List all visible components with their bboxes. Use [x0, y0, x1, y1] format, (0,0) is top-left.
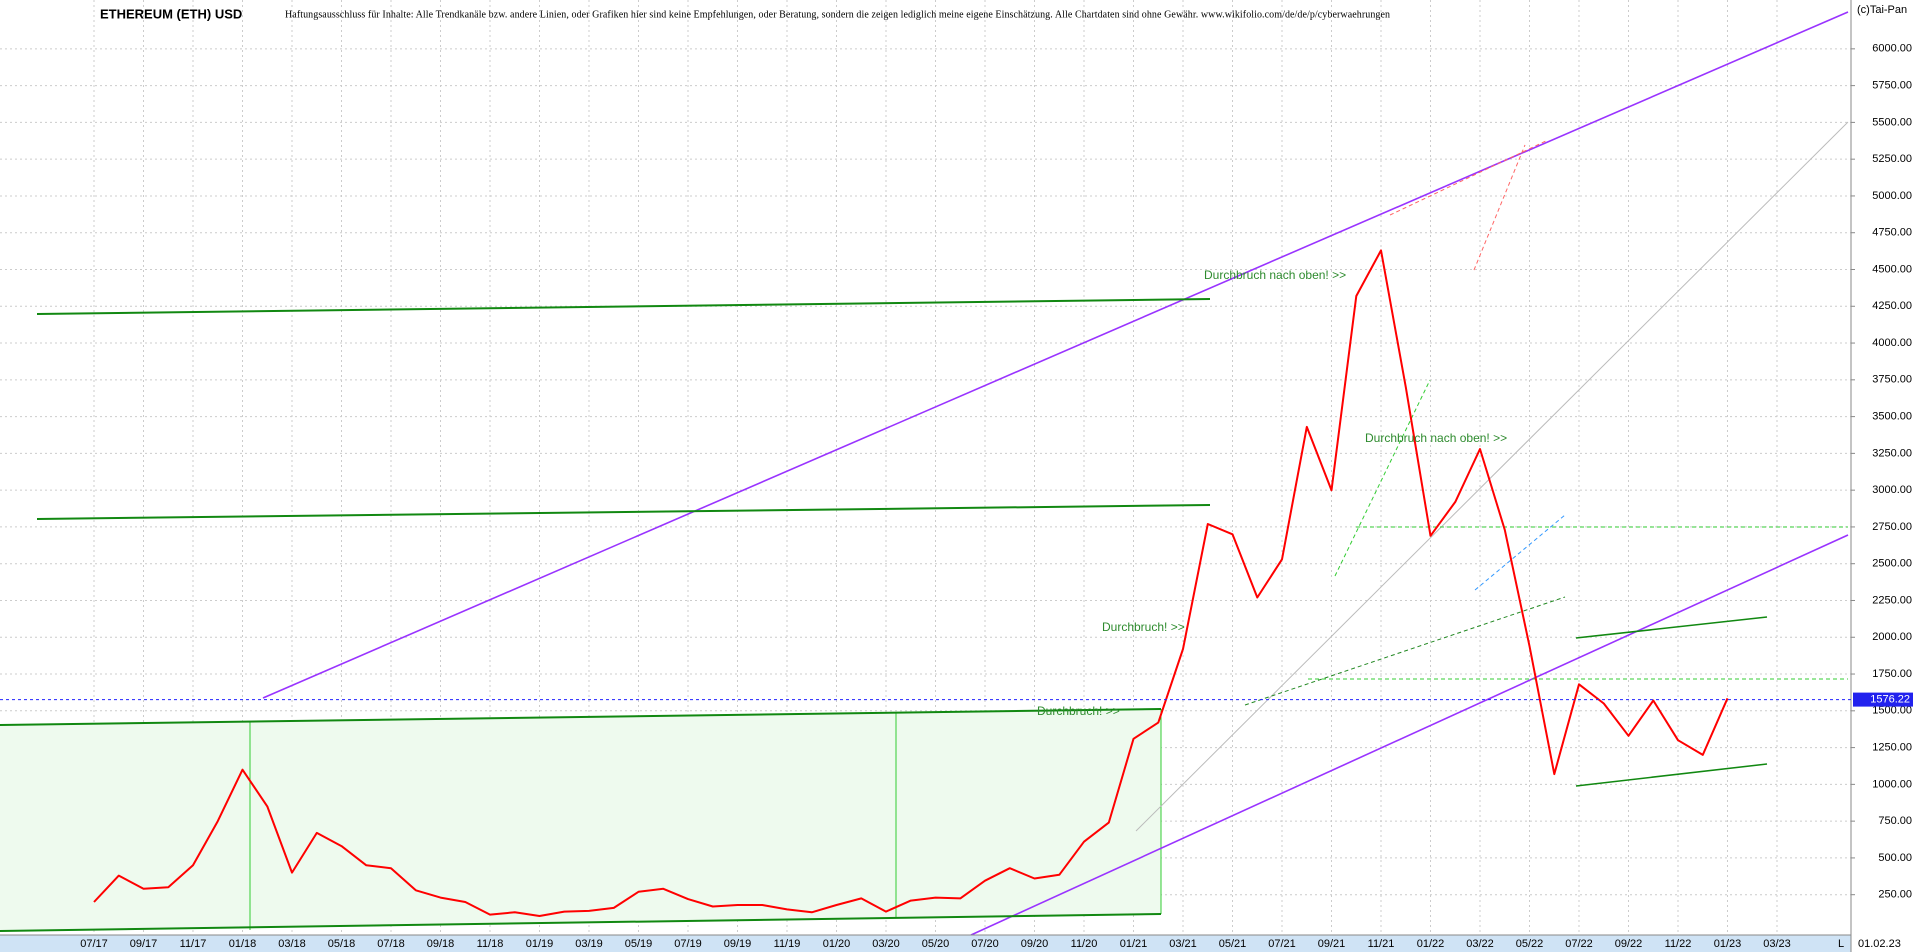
x-tick-label: 09/18: [427, 938, 455, 950]
x-tick-label: 09/22: [1615, 938, 1643, 950]
x-tick-label: 05/20: [922, 938, 950, 950]
y-tick-label: 3500.00: [1872, 411, 1912, 423]
x-tick-label: 09/17: [130, 938, 158, 950]
x-tick-label: 11/21: [1368, 938, 1395, 950]
x-tick-label: 01/23: [1714, 938, 1742, 950]
y-tick-label: 750.00: [1878, 815, 1912, 827]
source: (c)Tai-Pan: [1857, 4, 1907, 16]
y-tick-label: 1500.00: [1872, 705, 1912, 717]
x-tick-label: 03/23: [1763, 938, 1791, 950]
trendline: [1389, 139, 1549, 216]
price-line: [93, 249, 1729, 917]
trendline: [1575, 763, 1768, 787]
last-price-box: [1853, 692, 1913, 707]
x-tick-label: 05/21: [1219, 938, 1247, 950]
plot: [93, 249, 1729, 917]
y-tick-label: 1250.00: [1872, 741, 1912, 753]
y-tick-label: 2750.00: [1872, 521, 1912, 533]
y-tick-label: 4750.00: [1872, 227, 1912, 239]
x-tick-label: 03/21: [1169, 938, 1197, 950]
y-tick-label: 3250.00: [1872, 447, 1912, 459]
annotation: Durchbruch nach oben! >>: [1204, 268, 1346, 282]
x-tick-label: 07/17: [80, 938, 108, 950]
trendline: [36, 504, 1211, 520]
trendline: [1334, 379, 1431, 577]
x-tick-label: 05/19: [625, 938, 653, 950]
x-tick-label: 11/22: [1665, 938, 1692, 950]
annotation: Durchbruch! >>: [1037, 704, 1120, 718]
y-tick-label: 3750.00: [1872, 374, 1912, 386]
trendline: [1135, 121, 1849, 832]
y-tick-label: 2500.00: [1872, 558, 1912, 570]
y-tick-label: 3000.00: [1872, 484, 1912, 496]
y-tick-label: 500.00: [1878, 852, 1912, 864]
x-tick-label: 09/21: [1318, 938, 1346, 950]
trendline: [1473, 144, 1526, 271]
x-tick-label: 05/22: [1516, 938, 1544, 950]
x-tick-label: 11/20: [1071, 938, 1098, 950]
y-tick-label: 4500.00: [1872, 263, 1912, 275]
x-tick-label: 01/18: [229, 938, 257, 950]
y-tick-label: 250.00: [1878, 889, 1912, 901]
trendline: [0, 708, 1162, 726]
x-tick-label: 05/18: [328, 938, 356, 950]
scale-mode: L: [1838, 938, 1844, 950]
grid: [0, 0, 1851, 935]
y-tick-label: 5250.00: [1872, 153, 1912, 165]
x-tick-label: 01/22: [1417, 938, 1445, 950]
x-tick-label: 03/20: [872, 938, 900, 950]
x-tick-label: 09/19: [724, 938, 752, 950]
zone: [0, 709, 1161, 931]
y-tick-label: 2250.00: [1872, 594, 1912, 606]
chart-title: ETHEREUM (ETH) USD: [100, 6, 242, 21]
y-tick-label: 2000.00: [1872, 631, 1912, 643]
y-tick-label: 5500.00: [1872, 116, 1912, 128]
y-tick-label: 1750.00: [1872, 668, 1912, 680]
y-tick-label: 5000.00: [1872, 190, 1912, 202]
x-tick-label: 03/18: [278, 938, 306, 950]
last-price-label: 1576.22: [1870, 694, 1910, 706]
annotation: Durchbruch nach oben! >>: [1365, 431, 1507, 445]
x-tick-label: 07/18: [377, 938, 405, 950]
x-tick-label: 07/22: [1565, 938, 1593, 950]
trendline: [970, 534, 1849, 936]
trendline: [1474, 514, 1566, 591]
y-tick-label: 4000.00: [1872, 337, 1912, 349]
x-tick-label: 11/18: [477, 938, 504, 950]
date-label: 01.02.23: [1858, 938, 1901, 950]
x-tick-label: 09/20: [1021, 938, 1049, 950]
x-tick-label: 07/19: [674, 938, 702, 950]
x-tick-label: 01/19: [526, 938, 554, 950]
trendline: [0, 913, 1162, 932]
x-tick-label: 01/21: [1120, 938, 1148, 950]
x-tick-label: 03/22: [1466, 938, 1494, 950]
y-tick-label: 1000.00: [1872, 778, 1912, 790]
x-tick-label: 11/17: [180, 938, 207, 950]
x-tick-label: 07/20: [971, 938, 999, 950]
x-axis-strip: [0, 935, 1851, 952]
trendline: [262, 11, 1849, 699]
x-tick-label: 07/21: [1268, 938, 1296, 950]
x-tick-label: 03/19: [575, 938, 603, 950]
trendlines: [0, 11, 1849, 936]
x-tick-label: 01/20: [823, 938, 851, 950]
annotation: Durchbruch! >>: [1102, 620, 1185, 634]
trendline: [36, 298, 1211, 315]
trendline: [1575, 616, 1768, 639]
trendline: [1244, 596, 1566, 706]
x-tick-label: 11/19: [774, 938, 801, 950]
y-tick-label: 6000.00: [1872, 43, 1912, 55]
y-tick-label: 4250.00: [1872, 300, 1912, 312]
y-tick-label: 5750.00: [1872, 80, 1912, 92]
subtitle: Haftungsausschluss für Inhalte: Alle Tre…: [285, 9, 1390, 20]
